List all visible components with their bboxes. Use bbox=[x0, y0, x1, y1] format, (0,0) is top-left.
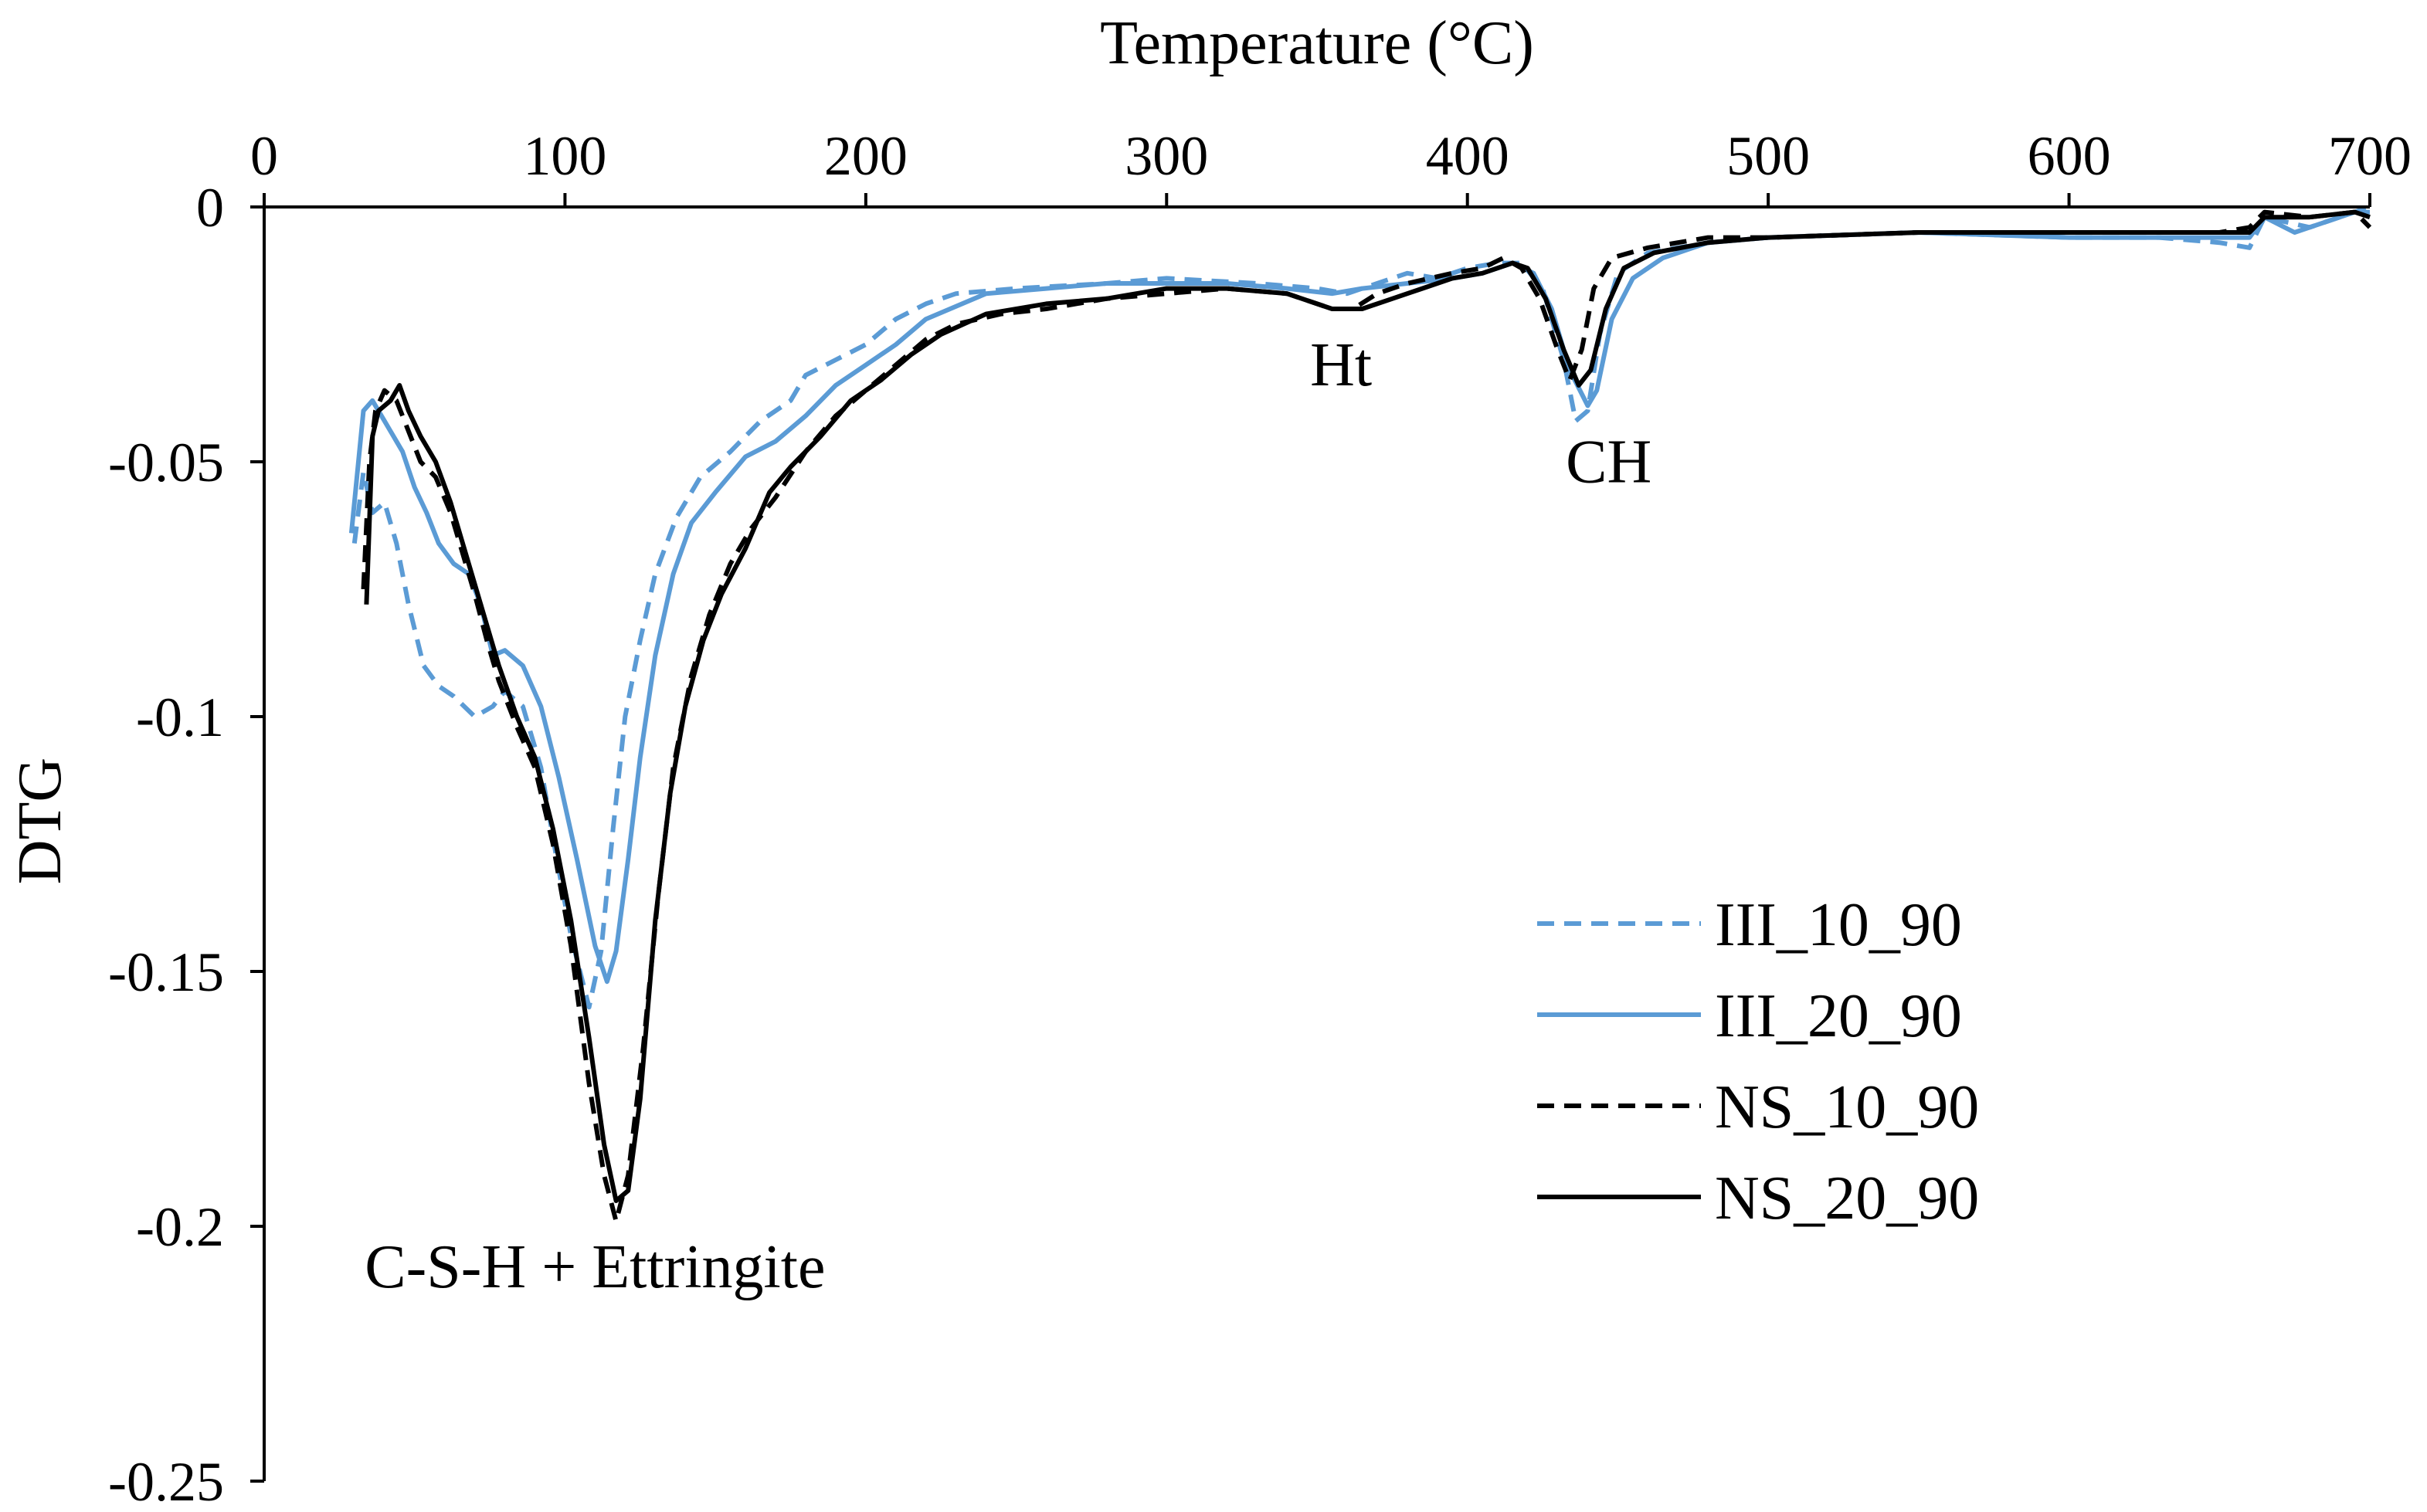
legend-label: NS_20_90 bbox=[1715, 1165, 1979, 1232]
x-tick-label: 200 bbox=[824, 125, 908, 187]
y-tick-label: -0.05 bbox=[108, 432, 224, 493]
annotation-label: CH bbox=[1566, 428, 1651, 496]
y-tick-label: -0.15 bbox=[108, 941, 224, 1003]
y-tick-label: -0.1 bbox=[136, 687, 224, 748]
y-tick-label: -0.2 bbox=[136, 1196, 224, 1258]
axes-layer bbox=[263, 205, 2370, 1481]
ticks-layer: 0 100 200 300 400 500 600 700 0 -0.05 -0.1 -0.15 -0.… bbox=[108, 125, 2412, 1512]
legend-label: III_20_90 bbox=[1715, 982, 1962, 1050]
legend-label: III_10_90 bbox=[1715, 891, 1962, 959]
annotations-layer: C-S-H + Ettringite Ht CH bbox=[365, 331, 1651, 1301]
annotation-label: C-S-H + Ettringite bbox=[365, 1233, 825, 1301]
x-tick-label: 400 bbox=[1426, 125, 1509, 187]
series-line-iii-10-90 bbox=[351, 205, 2371, 1010]
y-axis-title: DTG bbox=[6, 758, 74, 884]
x-axis-title: Temperature (°C) bbox=[1100, 9, 1534, 77]
series-layer bbox=[348, 205, 2372, 1224]
x-tick-label: 300 bbox=[1125, 125, 1208, 187]
legend-label: NS_10_90 bbox=[1715, 1073, 1979, 1141]
x-tick-label: 0 bbox=[250, 125, 278, 187]
x-tick-label: 700 bbox=[2328, 125, 2412, 187]
legend: III_10_90 III_20_90 NS_10_90 NS_20_90 bbox=[1537, 891, 1979, 1232]
x-tick-label: 500 bbox=[1726, 125, 1810, 187]
y-tick-label: -0.25 bbox=[108, 1451, 224, 1512]
y-tick-label: 0 bbox=[196, 177, 224, 239]
annotation-label: Ht bbox=[1310, 331, 1372, 399]
series-line-ns-10-90 bbox=[361, 209, 2372, 1224]
series-line-iii-20-90 bbox=[348, 209, 2370, 985]
x-tick-label: 100 bbox=[523, 125, 606, 187]
x-tick-label: 600 bbox=[2028, 125, 2111, 187]
series-line-ns-20-90 bbox=[364, 209, 2371, 1203]
